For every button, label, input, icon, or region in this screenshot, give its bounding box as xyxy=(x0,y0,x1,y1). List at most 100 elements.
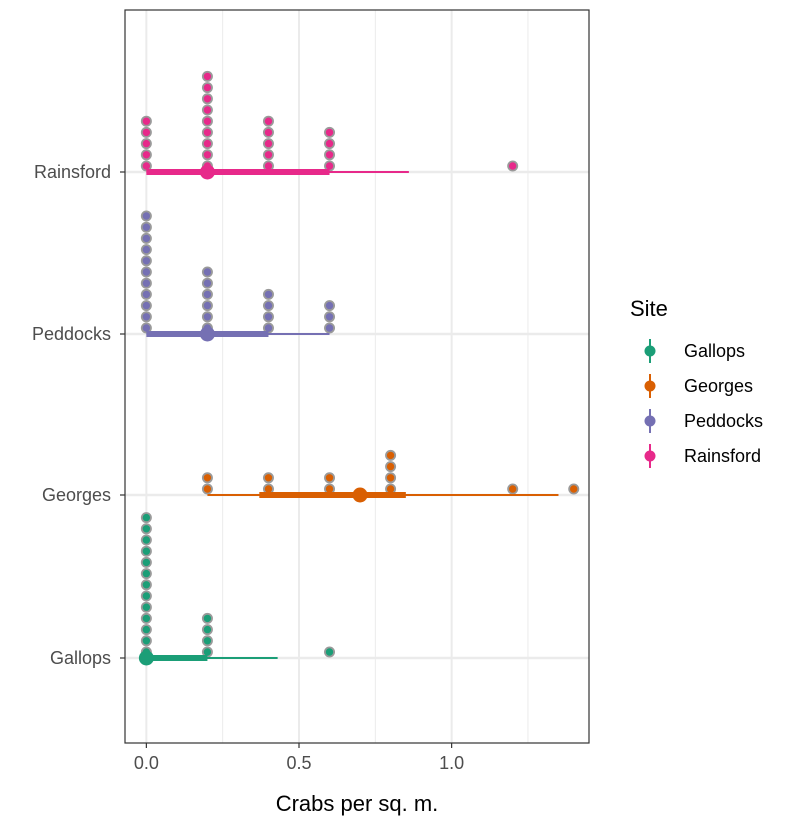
point-estimate xyxy=(138,650,154,666)
plot-panel-background xyxy=(125,10,589,743)
data-dot xyxy=(201,472,213,484)
data-dot xyxy=(201,624,213,636)
data-dot xyxy=(385,472,397,484)
series-layer xyxy=(138,70,580,666)
data-dot xyxy=(201,115,213,127)
legend-key-point xyxy=(644,415,656,427)
data-dot xyxy=(262,149,274,161)
legend-item-gallops: Gallops xyxy=(644,339,745,363)
x-tick-label: 0.0 xyxy=(134,753,159,773)
legend: Site Gallops Georges Peddocks Rainsford xyxy=(630,296,763,468)
data-dot xyxy=(140,635,152,647)
data-dot xyxy=(201,82,213,94)
data-dot xyxy=(262,126,274,138)
data-dot xyxy=(140,512,152,524)
series-georges xyxy=(201,449,580,503)
y-tick-label: Georges xyxy=(42,485,111,505)
data-dot xyxy=(201,266,213,278)
data-dot xyxy=(140,115,152,127)
series-rainsford xyxy=(140,70,519,180)
data-dot xyxy=(262,311,274,323)
data-dot xyxy=(201,635,213,647)
data-dot xyxy=(140,590,152,602)
data-dot xyxy=(140,244,152,256)
legend-key-point xyxy=(644,450,656,462)
data-dot xyxy=(324,472,336,484)
x-tick-label: 1.0 xyxy=(439,753,464,773)
data-dot xyxy=(140,210,152,222)
data-dot xyxy=(140,601,152,613)
data-dot xyxy=(201,300,213,312)
data-dot xyxy=(324,311,336,323)
legend-label: Gallops xyxy=(684,341,745,361)
data-dot xyxy=(140,288,152,300)
data-dot xyxy=(140,311,152,323)
x-tick-label: 0.5 xyxy=(286,753,311,773)
legend-label: Peddocks xyxy=(684,411,763,431)
data-dot xyxy=(385,461,397,473)
data-dot xyxy=(140,624,152,636)
y-tick-label: Rainsford xyxy=(34,162,111,182)
point-estimate xyxy=(352,487,368,503)
data-dot xyxy=(140,277,152,289)
legend-key-point xyxy=(644,380,656,392)
data-dot xyxy=(140,232,152,244)
data-dot xyxy=(140,523,152,535)
data-dot xyxy=(201,93,213,105)
data-dot xyxy=(140,138,152,150)
x-axis-title: Crabs per sq. m. xyxy=(276,791,439,816)
data-dot xyxy=(140,612,152,624)
legend-key-point xyxy=(644,345,656,357)
data-dot xyxy=(201,612,213,624)
data-dot xyxy=(262,472,274,484)
data-dot xyxy=(262,138,274,150)
data-dot xyxy=(262,300,274,312)
data-dot xyxy=(140,126,152,138)
legend-label: Georges xyxy=(684,376,753,396)
data-dot xyxy=(140,266,152,278)
data-dot xyxy=(140,300,152,312)
data-dot xyxy=(324,300,336,312)
data-dot xyxy=(201,288,213,300)
data-dot xyxy=(568,483,580,495)
point-estimate xyxy=(199,326,215,342)
data-dot xyxy=(201,483,213,495)
data-dot xyxy=(201,126,213,138)
data-dot xyxy=(140,579,152,591)
data-dot xyxy=(324,646,336,658)
data-dot xyxy=(140,556,152,568)
data-dot xyxy=(324,322,336,334)
data-dot xyxy=(201,149,213,161)
data-dot xyxy=(201,277,213,289)
y-tick-label: Gallops xyxy=(50,648,111,668)
data-dot xyxy=(262,115,274,127)
legend-item-rainsford: Rainsford xyxy=(644,444,761,468)
data-dot xyxy=(140,255,152,267)
data-dot xyxy=(201,70,213,82)
data-dot xyxy=(201,104,213,116)
data-dot xyxy=(507,160,519,172)
axis-layer: 0.0 0.5 1.0 Gallops Georges Peddocks Rainsford xyxy=(32,162,464,773)
data-dot xyxy=(140,534,152,546)
data-dot xyxy=(201,311,213,323)
series-peddocks xyxy=(140,210,336,342)
series-gallops xyxy=(138,512,336,666)
data-dot xyxy=(324,138,336,150)
legend-item-peddocks: Peddocks xyxy=(644,409,763,433)
data-dot xyxy=(507,483,519,495)
legend-label: Rainsford xyxy=(684,446,761,466)
legend-item-georges: Georges xyxy=(644,374,753,398)
data-dot xyxy=(201,138,213,150)
data-dot xyxy=(324,126,336,138)
data-dot xyxy=(140,221,152,233)
data-dot xyxy=(262,288,274,300)
data-dot xyxy=(385,449,397,461)
legend-items: Gallops Georges Peddocks Rainsford xyxy=(644,339,763,468)
data-dot xyxy=(324,149,336,161)
legend-title: Site xyxy=(630,296,668,321)
point-estimate xyxy=(199,164,215,180)
plot-panel-border xyxy=(124,9,590,744)
data-dot xyxy=(140,149,152,161)
data-dot xyxy=(140,545,152,557)
